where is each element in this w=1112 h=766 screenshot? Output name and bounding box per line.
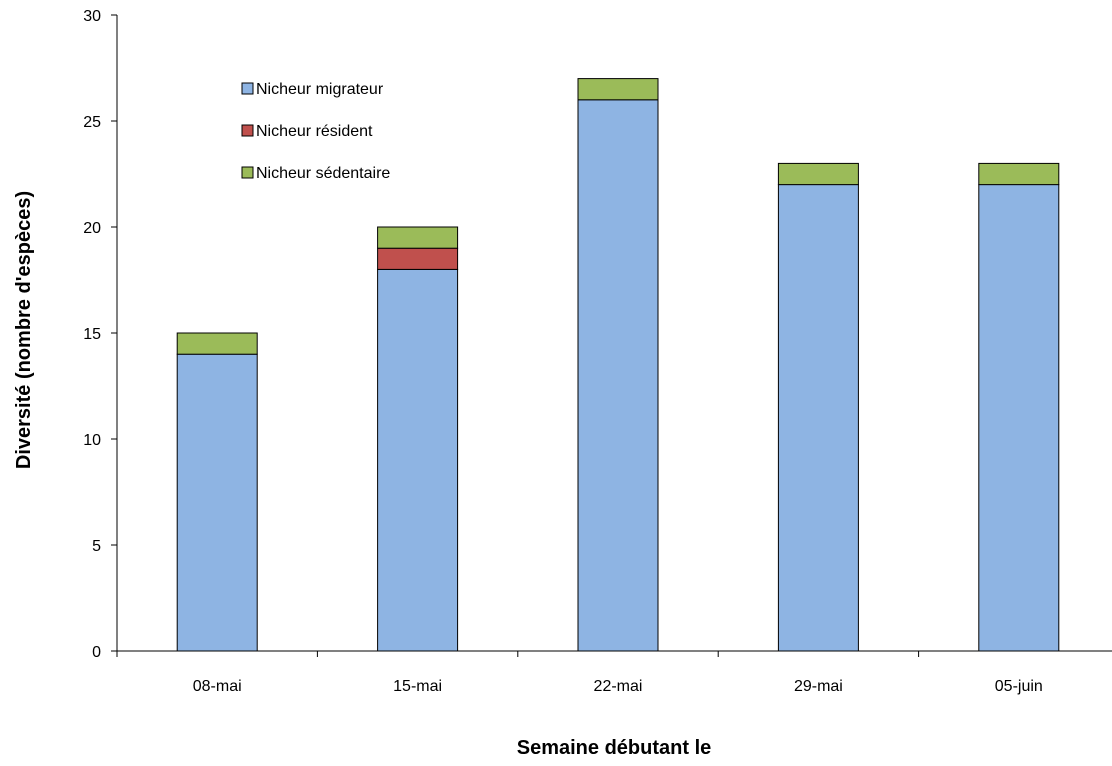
y-tick-label-5: 5 xyxy=(92,538,101,555)
bar-segment-29-mai-0 xyxy=(777,184,859,652)
y-tick-label-20: 20 xyxy=(83,220,101,237)
bar-segment-22-mai-2 xyxy=(577,78,659,101)
y-axis-title: Diversité (nombre d'espèces) xyxy=(13,191,35,469)
legend-swatch-1 xyxy=(241,124,254,137)
bar-segment-15-mai-0 xyxy=(377,268,459,652)
x-tick-label-15-mai: 15-mai xyxy=(393,678,442,695)
bar-segment-08-mai-2 xyxy=(176,332,258,355)
legend-label-1: Nicheur résident xyxy=(256,123,373,140)
legend: Nicheur migrateur Nicheur résident Nicheur… xyxy=(241,81,390,182)
y-tick-label-10: 10 xyxy=(83,432,101,449)
legend-swatch-0 xyxy=(241,82,254,95)
bar-segment-15-mai-1 xyxy=(377,247,459,270)
x-tick-label-22-mai: 22-mai xyxy=(594,678,643,695)
bar-segment-15-mai-2 xyxy=(377,226,459,249)
y-tick-label-25: 25 xyxy=(83,114,101,131)
bar-segment-05-juin-2 xyxy=(978,162,1060,186)
y-tick-label-15: 15 xyxy=(83,326,101,343)
bars-layer xyxy=(176,78,1060,652)
legend-swatch-2 xyxy=(241,166,254,179)
bar-segment-08-mai-0 xyxy=(176,353,258,652)
x-tick-label-08-mai: 08-mai xyxy=(193,678,242,695)
legend-label-0: Nicheur migrateur xyxy=(256,81,384,98)
x-tick-label-05-juin: 05-juin xyxy=(995,678,1043,695)
y-tick-label-0: 0 xyxy=(92,644,101,661)
x-axis-title: Semaine débutant le xyxy=(517,737,712,759)
axes-layer: 0 5 10 15 20 25 30 08-mai 15-mai 22-mai 29-mai 05-j… xyxy=(83,8,1112,695)
bar-segment-05-juin-0 xyxy=(978,184,1060,652)
y-tick-label-30: 30 xyxy=(83,8,101,25)
bar-segment-22-mai-0 xyxy=(577,99,659,652)
bar-segment-29-mai-2 xyxy=(777,162,859,186)
x-tick-label-29-mai: 29-mai xyxy=(794,678,843,695)
legend-label-2: Nicheur sédentaire xyxy=(256,165,390,182)
